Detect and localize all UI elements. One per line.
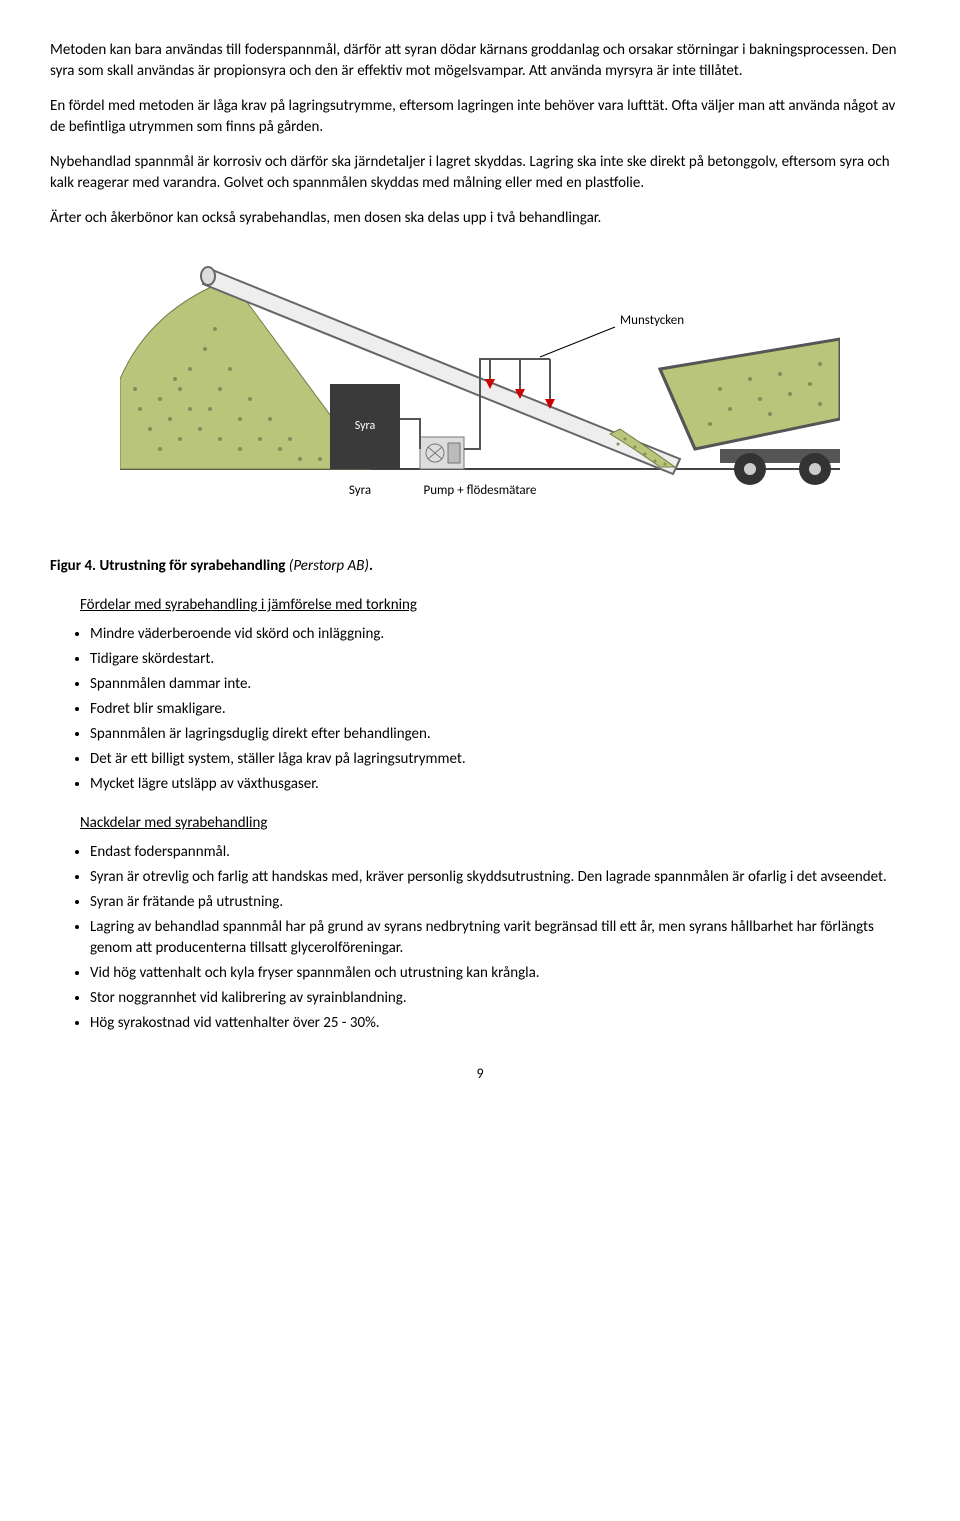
figure-caption-italic: (Perstorp AB): [285, 557, 369, 575]
acid-tank-label: Syra: [355, 419, 376, 433]
munstycken-label: Munstycken: [620, 313, 684, 328]
disadvantages-list: Endast foderspannmål. Syran är otrevlig …: [70, 842, 910, 1034]
paragraph-4: Ärter och åkerbönor kan också syrabehand…: [50, 208, 910, 229]
pump-label: Pump + flödesmätare: [424, 483, 537, 498]
list-item: Tidigare skördestart.: [90, 649, 910, 670]
advantages-heading: Fördelar med syrabehandling i jämförelse…: [80, 595, 910, 616]
list-item: Syran är otrevlig och farlig att handska…: [90, 867, 910, 888]
figure-4-container: Syra: [50, 249, 910, 536]
figure-caption-bold: Figur 4. Utrustning för syrabehandling: [50, 557, 285, 575]
list-item: Lagring av behandlad spannmål har på gru…: [90, 917, 910, 959]
paragraph-1: Metoden kan bara användas till foderspan…: [50, 40, 910, 82]
page-number: 9: [50, 1064, 910, 1084]
figure-caption-trailing: .: [369, 557, 373, 575]
truck-icon: [660, 339, 840, 485]
list-item: Mycket lägre utsläpp av växthusgaser.: [90, 774, 910, 795]
list-item: Hög syrakostnad vid vattenhalter över 25…: [90, 1013, 910, 1034]
list-item: Spannmålen är lagringsduglig direkt efte…: [90, 724, 910, 745]
list-item: Det är ett billigt system, ställer låga …: [90, 749, 910, 770]
list-item: Endast foderspannmål.: [90, 842, 910, 863]
list-item: Syran är frätande på utrustning.: [90, 892, 910, 913]
acid-tank-icon: Syra: [330, 384, 400, 469]
figure-4-caption: Figur 4. Utrustning för syrabehandling (…: [50, 556, 910, 577]
list-item: Spannmålen dammar inte.: [90, 674, 910, 695]
list-item: Vid hög vattenhalt och kyla fryser spann…: [90, 963, 910, 984]
paragraph-3: Nybehandlad spannmål är korrosiv och där…: [50, 152, 910, 194]
list-item: Stor noggrannhet vid kalibrering av syra…: [90, 988, 910, 1009]
pump-icon: [420, 437, 464, 469]
figure-4-diagram: Syra: [120, 249, 840, 529]
list-item: Mindre väderberoende vid skörd och inläg…: [90, 624, 910, 645]
advantages-list: Mindre väderberoende vid skörd och inläg…: [70, 624, 910, 795]
syra-below-label: Syra: [349, 483, 371, 498]
paragraph-2: En fördel med metoden är låga krav på la…: [50, 96, 910, 138]
disadvantages-heading: Nackdelar med syrabehandling: [80, 813, 910, 834]
list-item: Fodret blir smakligare.: [90, 699, 910, 720]
